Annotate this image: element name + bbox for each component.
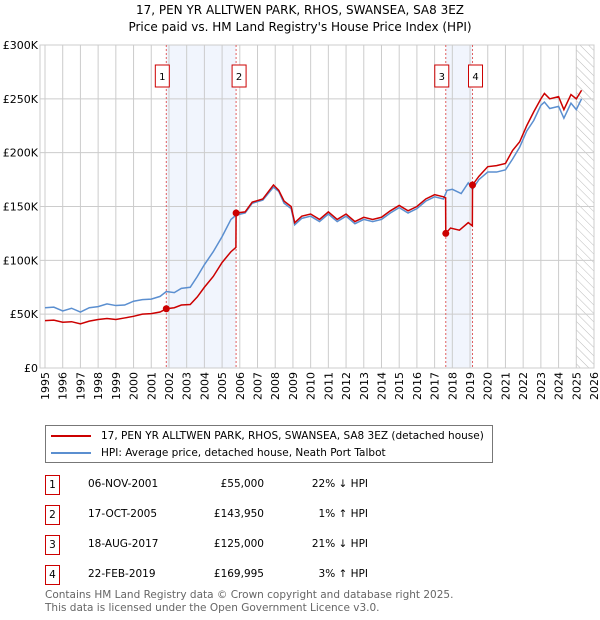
sale-point [469,181,477,189]
x-tick-label: 2007 [252,372,265,400]
x-tick-label: 2012 [340,372,353,400]
y-tick-label: £300K [3,39,39,52]
sale-marker-number: 3 [45,535,60,555]
x-tick-label: 2011 [322,372,335,400]
y-tick-label: £50K [10,308,39,321]
sale-date: 17-OCT-2005 [88,508,157,520]
legend-label: 17, PEN YR ALLTWEN PARK, RHOS, SWANSEA, … [101,430,484,442]
plot-frame [39,44,595,369]
sale-date: 06-NOV-2001 [88,478,159,490]
sale-hpi-diff: 21% ↓ HPI [311,538,368,550]
sale-label-box [468,64,484,88]
sale-price: £169,995 [213,568,264,580]
x-tick-label: 2020 [482,372,495,400]
x-tick-label: 2026 [588,372,600,400]
x-tick-label: 2017 [429,372,442,400]
y-tick-label: £150K [3,201,39,214]
sale-marker-number: 4 [45,565,60,585]
series-line [44,98,583,313]
sale-label: 2 [236,72,242,83]
x-tick-label: 1997 [74,372,87,400]
y-tick-label: £250K [3,93,39,106]
sale-row: 1 06-NOV-2001 £55,000 22% ↓ HPI [45,475,465,495]
x-tick-label: 2015 [393,372,406,400]
x-tick-label: 2023 [535,372,548,400]
sale-price: £55,000 [220,478,264,490]
x-tick-label: 2019 [464,372,477,400]
sale-row: 4 22-FEB-2019 £169,995 3% ↑ HPI [45,565,465,585]
sale-row: 3 18-AUG-2017 £125,000 21% ↓ HPI [45,535,465,555]
sale-point [162,305,170,313]
x-tick-label: 2008 [269,372,282,400]
x-tick-label: 2025 [570,372,583,400]
x-tick-label: 2021 [499,372,512,400]
sale-hpi-diff: 1% ↑ HPI [318,508,368,520]
x-tick-label: 2013 [358,372,371,400]
x-tick-label: 2024 [553,372,566,400]
footer-copyright: Contains HM Land Registry data © Crown c… [45,589,454,601]
sale-label: 1 [159,72,165,83]
sale-label-box [231,64,247,88]
legend-swatch [51,452,91,454]
x-tick-label: 2018 [446,372,459,400]
y-tick-label: £0 [24,362,38,375]
sale-price: £125,000 [213,538,264,550]
sale-point [232,209,240,217]
sale-row: 2 17-OCT-2005 £143,950 1% ↑ HPI [45,505,465,525]
sale-point [442,229,450,237]
x-tick-label: 2022 [517,372,530,400]
sale-price: £143,950 [213,508,264,520]
sale-marker-number: 2 [45,505,60,525]
chart-title: 17, PEN YR ALLTWEN PARK, RHOS, SWANSEA, … [135,3,465,17]
y-tick-label: £100K [3,254,39,267]
x-tick-label: 2004 [198,372,211,400]
legend: 17, PEN YR ALLTWEN PARK, RHOS, SWANSEA, … [45,425,493,463]
x-tick-label: 1998 [92,372,105,400]
legend-label: HPI: Average price, detached house, Neat… [101,447,386,459]
sale-date: 18-AUG-2017 [88,538,159,550]
sale-label-box [434,64,450,88]
legend-item-hpi: HPI: Average price, detached house, Neat… [51,445,386,461]
footer-licence: This data is licensed under the Open Gov… [45,602,380,614]
sale-hpi-diff: 3% ↑ HPI [318,568,368,580]
x-tick-label: 2002 [163,372,176,400]
sale-marker-number: 1 [45,475,60,495]
sale-label-box [154,64,170,88]
x-tick-label: 1999 [110,372,123,400]
x-tick-label: 1995 [39,372,52,400]
series-line [44,89,583,325]
x-tick-label: 2005 [216,372,229,400]
x-tick-label: 2014 [375,372,388,400]
x-tick-label: 2003 [181,372,194,400]
x-tick-label: 2000 [128,372,141,400]
sale-hpi-diff: 22% ↓ HPI [311,478,368,490]
chart-subtitle: Price paid vs. HM Land Registry's House … [128,20,472,34]
legend-item-property: 17, PEN YR ALLTWEN PARK, RHOS, SWANSEA, … [51,428,484,444]
x-tick-label: 2016 [411,372,424,400]
x-tick-label: 1996 [57,372,70,400]
sale-label: 4 [472,72,478,83]
x-tick-label: 2001 [145,372,158,400]
sale-date: 22-FEB-2019 [88,568,156,580]
x-tick-label: 2009 [287,372,300,400]
sale-label: 3 [439,72,445,83]
price-chart: 1995 1996 1997 1998 1999 2000 2001 2002 2003 2004… [3,39,600,400]
legend-swatch [51,435,91,437]
y-tick-label: £200K [3,147,39,160]
x-tick-label: 2006 [234,372,247,400]
x-tick-label: 2010 [305,372,318,400]
